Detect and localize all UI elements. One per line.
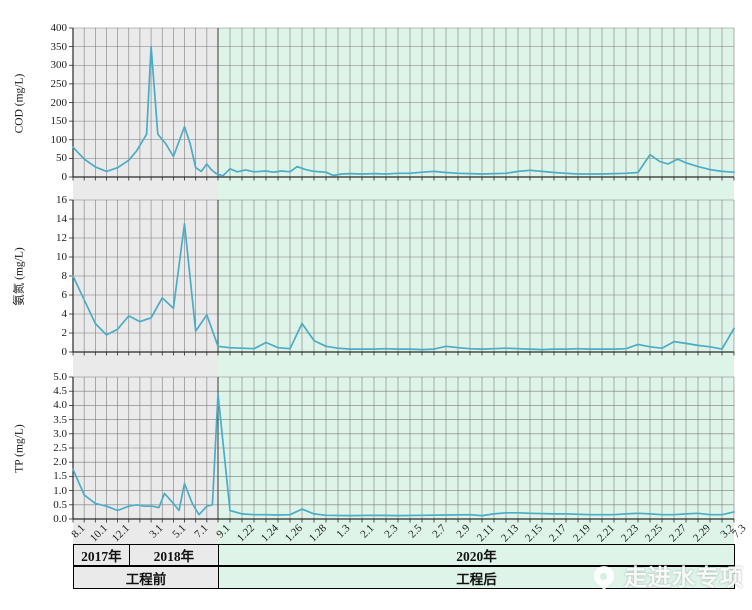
y-tick-label: 16	[56, 194, 67, 206]
y-tick-label: 14	[56, 213, 67, 225]
y-tick-label: 8	[61, 270, 68, 282]
y-axis-title-cod: COD (mg/L)	[13, 73, 26, 133]
year-cell: 2020年	[218, 544, 735, 566]
y-tick-label: 12	[56, 232, 67, 244]
y-tick-label: 100	[50, 133, 68, 146]
y-tick-label: 150	[50, 115, 68, 128]
y-tick-label: 0	[61, 346, 68, 358]
y-tick-label: 6	[61, 289, 68, 301]
y-tick-label: 1.5	[53, 470, 67, 483]
water-drop-logo-icon	[589, 561, 619, 591]
y-axis-title-tp: TP (mg/L)	[13, 424, 26, 473]
y-tick-label: 50	[56, 152, 67, 165]
y-tick-label: 350	[50, 40, 68, 53]
y-tick-label: 400	[50, 22, 68, 34]
y-tick-label: 3.0	[53, 427, 67, 440]
y-tick-label: 2	[61, 327, 68, 339]
y-tick-label: 3.5	[53, 413, 67, 426]
y-tick-label: 10	[56, 251, 67, 263]
watermark-text: 走进水专项	[624, 565, 744, 590]
y-tick-label: 0.0	[53, 513, 67, 525]
phase-cell: 工程前	[73, 566, 219, 589]
y-tick-label: 4.5	[53, 385, 67, 398]
y-tick-label: 2.5	[53, 442, 67, 454]
y-tick-label: 250	[50, 77, 68, 90]
y-tick-label: 5.0	[53, 371, 67, 383]
watermark: 走进水专项	[589, 555, 748, 595]
y-tick-label: 0.5	[53, 498, 67, 511]
y-tick-label: 1.0	[53, 484, 67, 497]
year-cell: 2018年	[128, 544, 219, 566]
y-tick-label: 200	[50, 96, 68, 109]
y-tick-label: 4	[61, 308, 68, 320]
y-tick-label: 2.0	[53, 456, 67, 469]
year-cell: 2017年	[73, 544, 130, 566]
y-tick-label: 300	[50, 59, 68, 72]
y-axis-title-ammonia: 氨氮 (mg/L)	[13, 247, 26, 306]
y-tick-label: 4.0	[53, 399, 67, 412]
y-tick-label: 0	[61, 171, 68, 183]
